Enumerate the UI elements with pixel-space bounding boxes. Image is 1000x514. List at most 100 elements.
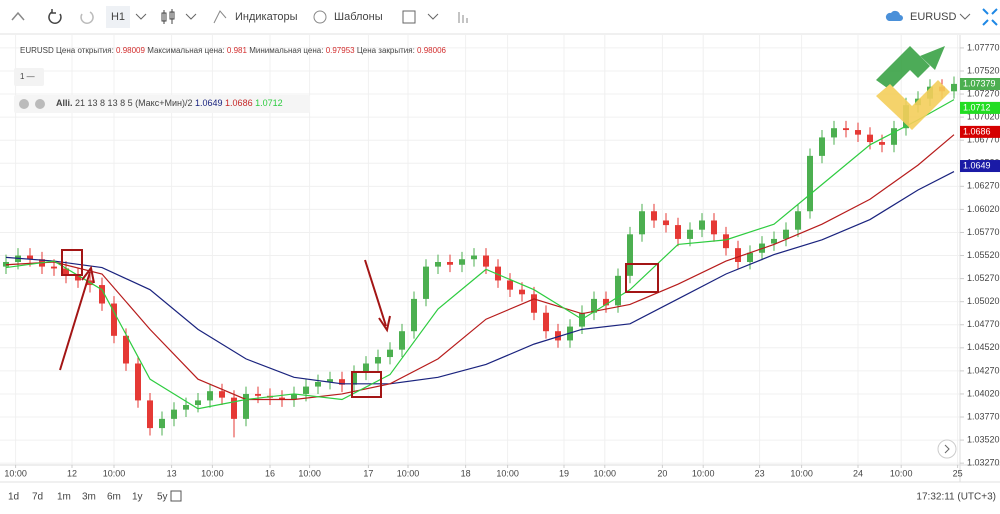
templates-icon[interactable] bbox=[313, 10, 327, 24]
legend-value: 0.981 bbox=[227, 46, 248, 55]
range-button[interactable]: 1y bbox=[132, 492, 143, 503]
y-tick-label: 1.03270 bbox=[967, 458, 1000, 468]
price-label-bg bbox=[960, 101, 1000, 114]
range-button[interactable]: 1m bbox=[57, 492, 71, 503]
symbol-dropdown[interactable] bbox=[959, 13, 971, 20]
candle-body bbox=[783, 229, 789, 239]
candle-body bbox=[603, 298, 609, 306]
range-button[interactable]: 7d bbox=[32, 492, 43, 503]
candle-body bbox=[399, 331, 405, 350]
price-label-bg bbox=[960, 77, 1000, 90]
x-tick-label: 10:00 bbox=[298, 468, 321, 478]
range-button[interactable]: 3m bbox=[82, 492, 96, 503]
price-label-bg bbox=[960, 125, 1000, 138]
x-tick-label: 18 bbox=[461, 468, 471, 478]
axes: 1.077701.075201.072701.070201.067701.065… bbox=[4, 42, 1000, 478]
candle-body bbox=[423, 266, 429, 299]
x-tick-label: 13 bbox=[167, 468, 177, 478]
candle-body bbox=[843, 128, 849, 131]
candle-body bbox=[627, 234, 633, 276]
candle-body bbox=[27, 255, 33, 260]
indicators-button[interactable]: Индикаторы bbox=[235, 11, 298, 23]
chart-type-button[interactable] bbox=[161, 9, 175, 24]
scroll-right-button[interactable] bbox=[937, 439, 957, 459]
pane-label[interactable]: 1 — bbox=[20, 72, 35, 81]
watermark-logo bbox=[876, 46, 950, 130]
candle-body bbox=[483, 255, 489, 267]
y-tick-label: 1.05270 bbox=[967, 273, 1000, 283]
x-tick-label: 25 bbox=[953, 468, 963, 478]
legend-label: Минимальная цена: bbox=[249, 46, 323, 55]
collapse-button[interactable] bbox=[11, 11, 25, 21]
x-tick-label: 20 bbox=[657, 468, 667, 478]
range-button[interactable]: 1d bbox=[8, 492, 19, 503]
calendar-button[interactable] bbox=[402, 10, 416, 24]
y-tick-label: 1.03520 bbox=[967, 434, 1000, 444]
price-label: 1.0686 bbox=[963, 126, 991, 136]
candle-body bbox=[75, 275, 81, 281]
symbol-button[interactable]: EURUSD bbox=[910, 11, 957, 23]
candle-body bbox=[255, 393, 261, 396]
candle-body bbox=[123, 335, 129, 364]
x-tick-label: 16 bbox=[265, 468, 275, 478]
indicator-settings[interactable] bbox=[35, 99, 45, 109]
pane-button[interactable] bbox=[14, 68, 44, 86]
y-tick-label: 1.04270 bbox=[967, 365, 1000, 375]
candle-body bbox=[303, 386, 309, 394]
candle-body bbox=[171, 409, 177, 419]
x-tick-label: 10:00 bbox=[4, 468, 27, 478]
calendar-dropdown[interactable] bbox=[427, 13, 439, 20]
chart-type-dropdown[interactable] bbox=[185, 13, 197, 20]
candle-body bbox=[63, 268, 69, 276]
redo-button[interactable] bbox=[80, 11, 94, 24]
price-label: 1.0649 bbox=[963, 160, 991, 170]
remove-indicator[interactable] bbox=[19, 99, 29, 109]
plot bbox=[3, 76, 957, 438]
price-label-bg bbox=[960, 160, 1000, 173]
fullscreen-button[interactable] bbox=[982, 8, 998, 26]
indicator-text: Alli. 21 13 8 13 8 5 (Макс+Мин)/2 1.0649… bbox=[56, 98, 283, 108]
interval-button[interactable] bbox=[106, 6, 130, 28]
alligator-line bbox=[5, 99, 955, 410]
x-tick-label: 17 bbox=[363, 468, 373, 478]
alligator-line bbox=[5, 171, 955, 385]
indicators-icon[interactable] bbox=[213, 10, 227, 24]
interval[interactable]: H1 bbox=[111, 11, 125, 23]
candle-body bbox=[687, 229, 693, 239]
range-button[interactable]: 5y bbox=[157, 492, 168, 503]
undo-button[interactable] bbox=[48, 9, 62, 24]
candle-body bbox=[795, 211, 801, 230]
footer: 1d 7d 1m 3m 6m 1y 5y bbox=[8, 492, 168, 503]
candle-body bbox=[855, 130, 861, 135]
candle-body bbox=[747, 252, 753, 262]
candle-body bbox=[543, 312, 549, 332]
range-button[interactable]: 6m bbox=[107, 492, 121, 503]
x-tick-label: 10:00 bbox=[397, 468, 420, 478]
compare-button[interactable] bbox=[458, 12, 468, 23]
candle-body bbox=[711, 220, 717, 235]
x-tick-label: 10:00 bbox=[692, 468, 715, 478]
indicator-legend bbox=[14, 95, 310, 113]
candle-body bbox=[495, 266, 501, 281]
legend-value: 0.97953 bbox=[326, 46, 355, 55]
x-tick-label: 10:00 bbox=[201, 468, 224, 478]
templates-button[interactable]: Шаблоны bbox=[334, 11, 383, 23]
candle-body bbox=[735, 248, 741, 262]
candle-body bbox=[375, 357, 381, 364]
candle-body bbox=[447, 261, 453, 265]
candle-body bbox=[471, 255, 477, 260]
interval-dropdown[interactable] bbox=[135, 13, 147, 20]
candle-body bbox=[159, 418, 165, 429]
y-tick-label: 1.06020 bbox=[967, 204, 1000, 214]
legend-label: Цена закрытия: bbox=[357, 46, 415, 55]
candle-body bbox=[555, 331, 561, 341]
y-tick-label: 1.05020 bbox=[967, 296, 1000, 306]
date-range-button[interactable] bbox=[170, 490, 182, 502]
candle-body bbox=[951, 83, 957, 92]
candle-body bbox=[807, 155, 813, 212]
symbol-icon[interactable] bbox=[885, 10, 903, 21]
candle-body bbox=[207, 391, 213, 401]
candle-body bbox=[111, 303, 117, 336]
y-tick-label: 1.04020 bbox=[967, 388, 1000, 398]
candle-body bbox=[699, 220, 705, 230]
